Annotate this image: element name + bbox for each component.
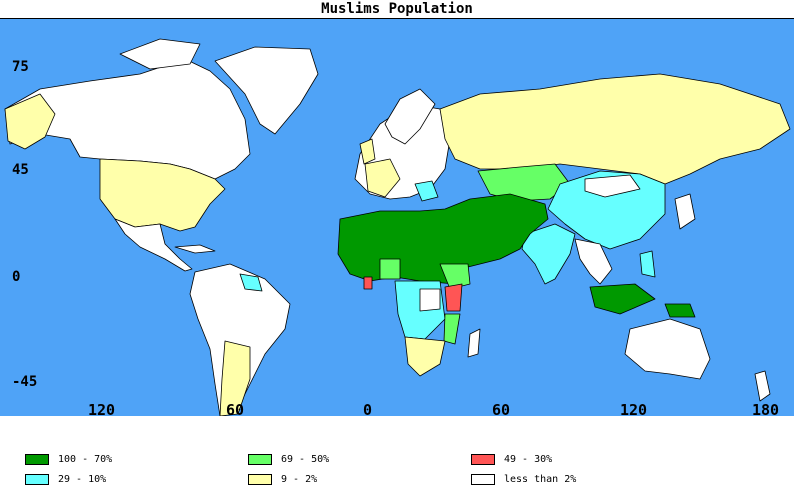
legend-item-49-30: 49 - 30% [471,454,552,465]
region-guianas [239,273,263,292]
region-russia [439,73,791,185]
lat-label-minus-45: -45 [12,374,38,390]
legend-item-100-70: 100 - 70% [25,454,112,465]
lon-label-60-east: 60 [492,401,511,419]
legend-swatch [471,454,495,465]
region-uk [359,138,376,165]
region-india [521,223,576,285]
region-arctic-islands [119,38,201,70]
legend-label: less than 2% [504,474,577,485]
region-indonesia [589,283,656,315]
region-philippines [639,250,656,278]
lon-label-120-east: 120 [620,401,648,419]
legend-swatch [25,454,49,465]
lon-label-60-west: 60 [226,401,245,419]
legend-label: 100 - 70% [58,454,113,465]
map-title: Muslims Population [321,1,473,17]
region-alaska [4,93,56,150]
region-china [547,170,666,250]
region-new-guinea [664,303,696,318]
lon-label-180: 180 [752,401,780,419]
region-scandinavia [384,88,436,145]
region-kenya-tanzania [444,283,463,312]
legend-label: 9 - 2% [281,474,318,485]
legend-swatch [248,474,272,485]
legend-label: 29 - 10% [58,474,107,485]
legend-swatch [25,474,49,485]
legend-item-69-50: 69 - 50% [248,454,329,465]
region-mexico-central-america [114,218,193,272]
region-new-zealand [754,370,771,402]
region-nigeria [379,258,401,280]
world-map: 75 45 0 -45 120 60 0 60 120 180 [0,18,794,419]
region-greenland [214,46,319,135]
region-balkans [414,180,439,202]
lat-label-45: 45 [12,162,29,178]
region-mozambique [443,313,461,345]
lon-label-120-west: 120 [88,401,116,419]
legend-item-29-10: 29 - 10% [25,474,106,485]
region-ethiopia [439,263,471,290]
region-west-africa [363,276,373,290]
region-central-africa-white [419,288,441,312]
legend-item-9-2: 9 - 2% [248,474,317,485]
region-mongolia [584,174,641,198]
region-japan [674,193,696,230]
region-western-europe [364,158,401,198]
region-southern-africa [404,336,446,377]
legend-label: 49 - 30% [504,454,553,465]
legend: 100 - 70% 69 - 50% 49 - 30% 29 - 10% 9 -… [0,445,794,491]
region-canada-alaska [4,58,251,180]
region-madagascar [467,328,481,358]
legend-swatch [471,474,495,485]
region-argentina [219,340,251,416]
lat-label-75: 75 [12,59,29,75]
legend-swatch [248,454,272,465]
region-australia [624,318,711,380]
legend-item-less-than-2: less than 2% [471,474,576,485]
lon-label-0: 0 [363,401,373,419]
legend-label: 69 - 50% [281,454,330,465]
region-southeast-asia [574,238,613,285]
lat-label-0: 0 [12,269,21,285]
region-caribbean [174,244,216,254]
